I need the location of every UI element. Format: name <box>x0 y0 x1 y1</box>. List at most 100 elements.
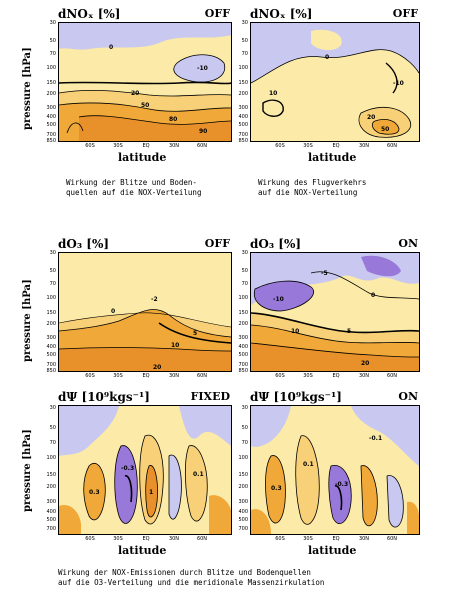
x-tick: 60N <box>196 143 208 149</box>
y-tick: 400 <box>46 509 56 515</box>
y-tick: 200 <box>46 484 56 490</box>
y-tick: 400 <box>46 114 56 120</box>
panel-4-label-m10: -10 <box>273 296 284 303</box>
panel-3-plot: -2 0 5 10 20 <box>58 252 232 372</box>
y-tick: 50 <box>49 425 56 431</box>
caption-top-left: Wirkung der Blitze und Boden- quellen au… <box>66 178 202 197</box>
y-tick: 100 <box>46 455 56 461</box>
y-tick: 850 <box>238 368 248 374</box>
y-tick: 30 <box>49 20 56 26</box>
y-tick: 400 <box>46 344 56 350</box>
panel-4-label-10: 10 <box>291 328 299 335</box>
y-tick: 30 <box>241 250 248 256</box>
y-tick: 50 <box>241 268 248 274</box>
panel-6-label-m0.1: -0.1 <box>369 435 382 442</box>
x-tick: 30S <box>303 143 313 149</box>
y-tick: 400 <box>238 114 248 120</box>
y-tick: 30 <box>49 405 56 411</box>
x-tick: 30S <box>113 536 123 542</box>
x-tick: 60S <box>275 373 285 379</box>
y-tick: 30 <box>241 405 248 411</box>
y-tick: 200 <box>46 321 56 327</box>
y-tick: 400 <box>238 509 248 515</box>
y-tick: 150 <box>46 472 56 478</box>
x-tick: 30N <box>358 536 370 542</box>
panel-5-xlabel: latitude <box>118 544 167 557</box>
y-tick: 100 <box>238 455 248 461</box>
panel-6-label-0.1: 0.1 <box>303 461 314 468</box>
panel-1-label-20: 20 <box>131 90 139 97</box>
panel-3-label-20: 20 <box>153 364 161 371</box>
y-tick: 150 <box>46 80 56 86</box>
panel-6-label-m0.3: -0.3 <box>335 481 348 488</box>
panel-2-label-20: 20 <box>367 114 375 121</box>
panel-3-label-m2: -2 <box>151 296 158 303</box>
y-tick: 300 <box>238 499 248 505</box>
panel-3-label-0: 0 <box>111 308 115 315</box>
panel-1-plot: 20 50 80 90 -10 0 <box>58 22 232 142</box>
y-tick: 850 <box>46 138 56 144</box>
x-tick: 60N <box>386 373 398 379</box>
x-tick: EQ <box>332 143 340 149</box>
y-tick: 100 <box>238 295 248 301</box>
y-tick: 500 <box>46 352 56 358</box>
x-tick: 30N <box>168 143 180 149</box>
y-tick: 70 <box>241 51 248 57</box>
panel-3-label-10: 10 <box>171 342 179 349</box>
panel-2-label-10: 10 <box>269 90 277 97</box>
y-tick: 500 <box>46 122 56 128</box>
x-tick: 30S <box>113 373 123 379</box>
x-tick: 60N <box>386 536 398 542</box>
panel-2-label-m10: -10 <box>393 80 404 87</box>
y-tick: 300 <box>238 335 248 341</box>
x-tick: 30N <box>358 373 370 379</box>
panel-6-mode: ON <box>398 390 418 403</box>
y-tick: 200 <box>46 91 56 97</box>
y-tick: 50 <box>241 38 248 44</box>
x-tick: EQ <box>142 373 150 379</box>
y-tick: 30 <box>241 20 248 26</box>
panel-1-title: dNOₓ [%] <box>58 7 121 21</box>
y-tick: 50 <box>49 268 56 274</box>
panel-4-contours: -10 -5 0 5 10 20 <box>251 253 419 371</box>
y-tick: 150 <box>238 472 248 478</box>
panel-1-xlabel: latitude <box>118 151 167 164</box>
y-tick: 300 <box>46 105 56 111</box>
caption-top-right: Wirkung des Flugverkehrs auf die NOX-Ver… <box>258 178 367 197</box>
y-tick: 200 <box>238 91 248 97</box>
y-tick: 70 <box>241 440 248 446</box>
panel-5-plot: 0.3 -0.3 1 0.1 <box>58 405 232 535</box>
panel-6-plot: 0.3 -0.3 -0.1 0.1 <box>250 405 420 535</box>
panel-1-label-0: 0 <box>109 44 113 51</box>
y-tick: 700 <box>46 526 56 532</box>
y-tick: 850 <box>46 368 56 374</box>
panel-2-mode: OFF <box>392 7 418 20</box>
panel-3-label-5: 5 <box>193 330 197 337</box>
y-tick: 850 <box>238 138 248 144</box>
panel-5-label-1: 1 <box>149 489 153 496</box>
x-tick: EQ <box>332 373 340 379</box>
y-tick: 300 <box>238 105 248 111</box>
panel-6-title: dΨ [10⁹kgs⁻¹] <box>250 390 342 404</box>
panel-2-contours: 0 20 50 -10 10 <box>251 23 419 141</box>
panel-1-mode: OFF <box>204 7 230 20</box>
panel-2-xlabel: latitude <box>308 151 357 164</box>
x-tick: 30S <box>303 536 313 542</box>
panel-4-mode: ON <box>398 237 418 250</box>
x-tick: 60S <box>85 143 95 149</box>
panel-2-title: dNOₓ [%] <box>250 7 313 21</box>
y-tick: 400 <box>238 344 248 350</box>
panel-4-title: dO₃ [%] <box>250 237 302 251</box>
panel-1-contours: 20 50 80 90 -10 0 <box>59 23 231 141</box>
y-tick: 700 <box>238 362 248 368</box>
x-tick: 60N <box>196 373 208 379</box>
y-tick: 700 <box>46 132 56 138</box>
x-tick: 60S <box>275 143 285 149</box>
panel-4-label-5: 5 <box>347 328 351 335</box>
y-tick: 200 <box>238 484 248 490</box>
x-tick: EQ <box>142 143 150 149</box>
y-tick: 150 <box>46 310 56 316</box>
panel-5-ylabel: pressure [hPa] <box>22 429 33 512</box>
y-tick: 500 <box>238 517 248 523</box>
panel-4-label-20: 20 <box>361 360 369 367</box>
